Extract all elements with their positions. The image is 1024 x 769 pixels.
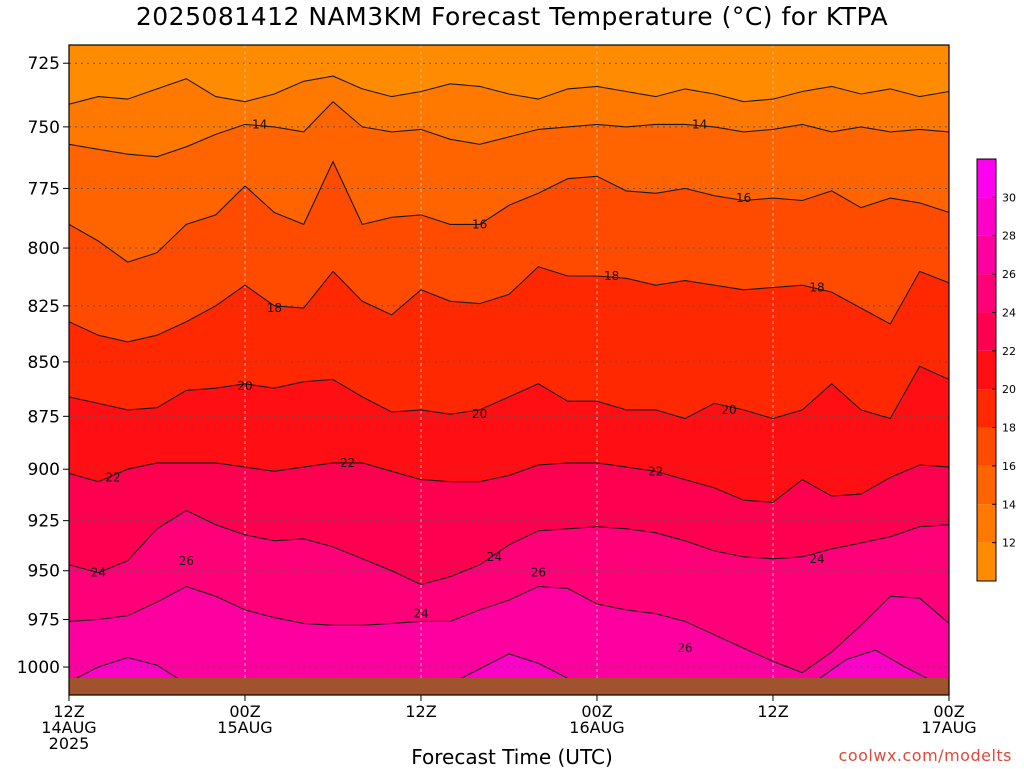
ground-surface [69, 678, 949, 695]
colorbar-label: 26 [1002, 268, 1016, 281]
contour-label: 14 [692, 117, 707, 131]
x-tick-label: 17AUG [921, 718, 976, 737]
y-tick-label: 875 [28, 407, 60, 427]
colorbar-swatch [977, 197, 996, 236]
contour-label: 18 [267, 301, 282, 315]
contour-label: 24 [91, 566, 106, 580]
x-axis-title: Forecast Time (UTC) [411, 745, 613, 769]
colorbar-swatch [977, 427, 996, 466]
contour-label: 22 [105, 471, 120, 485]
contour-line-14 [69, 100, 949, 158]
contour-label: 20 [237, 379, 252, 393]
colorbar-swatch [977, 159, 996, 198]
y-tick-label: 750 [28, 118, 60, 138]
y-tick-label: 850 [28, 353, 60, 373]
x-tick-label: 15AUG [217, 718, 272, 737]
y-axis: 725 750 775 800 825 850 875 900 925 950 975 1000 [17, 54, 69, 678]
contour-label: 20 [472, 407, 487, 421]
colorbar-label: 28 [1002, 230, 1016, 243]
temp-band-26 [69, 586, 949, 695]
colorbar-frame [976, 158, 997, 582]
x-tick-label: 00Z [581, 702, 612, 721]
contour-line-20 [69, 365, 949, 420]
colorbar-label: 22 [1002, 345, 1016, 358]
plot-frame [68, 44, 950, 696]
x-tick-label: 16AUG [569, 718, 624, 737]
x-tick-label: 00Z [229, 702, 260, 721]
colorbar-swatch [977, 235, 996, 275]
colorbar: 12 14 16 18 20 22 24 26 28 30 [976, 158, 1016, 582]
colorbar-label: 14 [1002, 498, 1016, 511]
contour-label: 26 [179, 554, 194, 568]
contour-line-18 [69, 266, 949, 343]
x-tick-label: 12Z [405, 702, 436, 721]
contour-line-22 [69, 462, 949, 503]
colorbar-label: 18 [1002, 422, 1016, 435]
contour-label: 24 [487, 550, 502, 564]
x-tick-label: 14AUG [41, 718, 96, 737]
colorbar-swatch [977, 542, 996, 581]
y-tick-label: 725 [28, 54, 60, 74]
contour-label: 24 [809, 552, 824, 566]
contour-labels: 14 14 16 16 18 18 18 20 20 20 22 22 22 24 24 24 24 26 26 26 [91, 117, 825, 655]
contour-label: 22 [340, 456, 355, 470]
colorbar-swatch [977, 465, 996, 505]
colorbar-swatch [977, 274, 996, 313]
contour-label: 16 [736, 191, 751, 205]
grid-lines [69, 45, 949, 695]
colorbar-label: 20 [1002, 383, 1016, 396]
x-tick-label: 12Z [757, 702, 788, 721]
colorbar-swatch [977, 504, 996, 543]
temperature-fill-area [69, 45, 949, 695]
colorbar-label: 12 [1002, 537, 1016, 550]
contour-label: 22 [648, 464, 663, 478]
colorbar-swatch [977, 350, 996, 390]
y-tick-label: 800 [28, 239, 60, 259]
colorbar-swatch [977, 389, 996, 428]
contour-line-24 [69, 509, 949, 586]
contour-label: 18 [809, 281, 824, 295]
colorbar-label: 16 [1002, 460, 1016, 473]
contour-line-26 [69, 585, 949, 674]
x-tick-label: 12Z [53, 702, 84, 721]
y-tick-label: 950 [28, 562, 60, 582]
contour-label: 14 [252, 117, 267, 131]
contour-label: 26 [677, 641, 692, 655]
x-tick-label: 00Z [933, 702, 964, 721]
contour-line-12 [69, 75, 949, 105]
contour-line-16 [69, 160, 949, 263]
y-tick-label: 900 [28, 460, 60, 480]
x-tick-label: 2025 [49, 734, 90, 753]
contour-label: 26 [531, 566, 546, 580]
y-tick-label: 975 [28, 611, 60, 631]
y-tick-label: 1000 [17, 658, 60, 678]
contour-label: 20 [721, 403, 736, 417]
y-tick-label: 825 [28, 297, 60, 317]
colorbar-label: 24 [1002, 306, 1016, 319]
contour-label: 18 [604, 269, 619, 283]
credit-link[interactable]: coolwx.com/modelts [838, 746, 1012, 765]
page-title: 2025081412 NAM3KM Forecast Temperature (… [135, 2, 889, 31]
y-tick-label: 775 [28, 179, 60, 199]
colorbar-label: 30 [1002, 191, 1016, 204]
contour-label: 16 [472, 217, 487, 231]
contour-label: 24 [413, 607, 428, 621]
colorbar-swatch [977, 312, 996, 351]
y-tick-label: 925 [28, 512, 60, 532]
